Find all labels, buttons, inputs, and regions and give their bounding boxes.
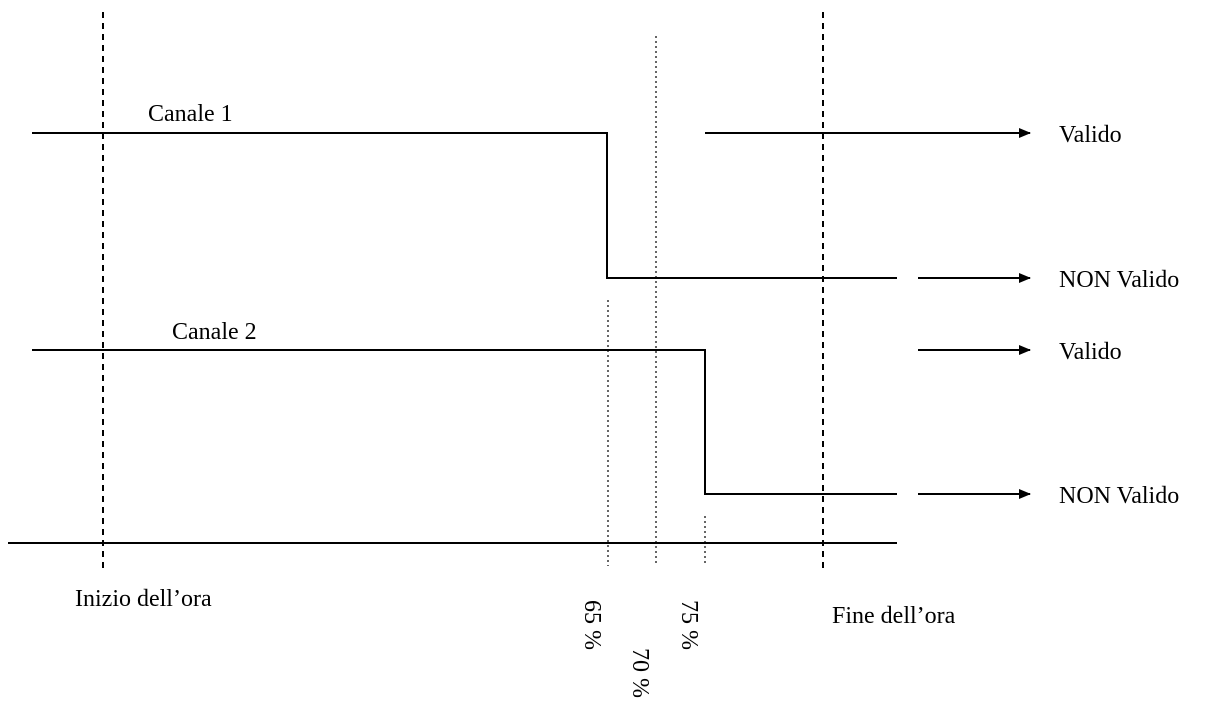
output-label: Valido (1059, 339, 1122, 365)
output-label: NON Valido (1059, 483, 1179, 509)
pct-65-label: 65 % (579, 600, 605, 650)
pct-70-label: 70 % (627, 648, 653, 698)
pct-75-label: 75 % (676, 600, 702, 650)
hour-end-label: Fine dell’ora (832, 603, 956, 629)
output-label: NON Valido (1059, 267, 1179, 293)
channel-2-label: Canale 2 (172, 319, 257, 345)
output-label: Valido (1059, 122, 1122, 148)
channel-1-signal (32, 132, 897, 279)
channel-1-label: Canale 1 (148, 101, 233, 127)
hour-start-label: Inizio dell’ora (75, 586, 212, 612)
channel-2-signal (32, 349, 897, 495)
